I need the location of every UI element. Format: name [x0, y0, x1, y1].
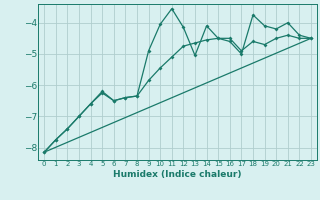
X-axis label: Humidex (Indice chaleur): Humidex (Indice chaleur)	[113, 170, 242, 179]
